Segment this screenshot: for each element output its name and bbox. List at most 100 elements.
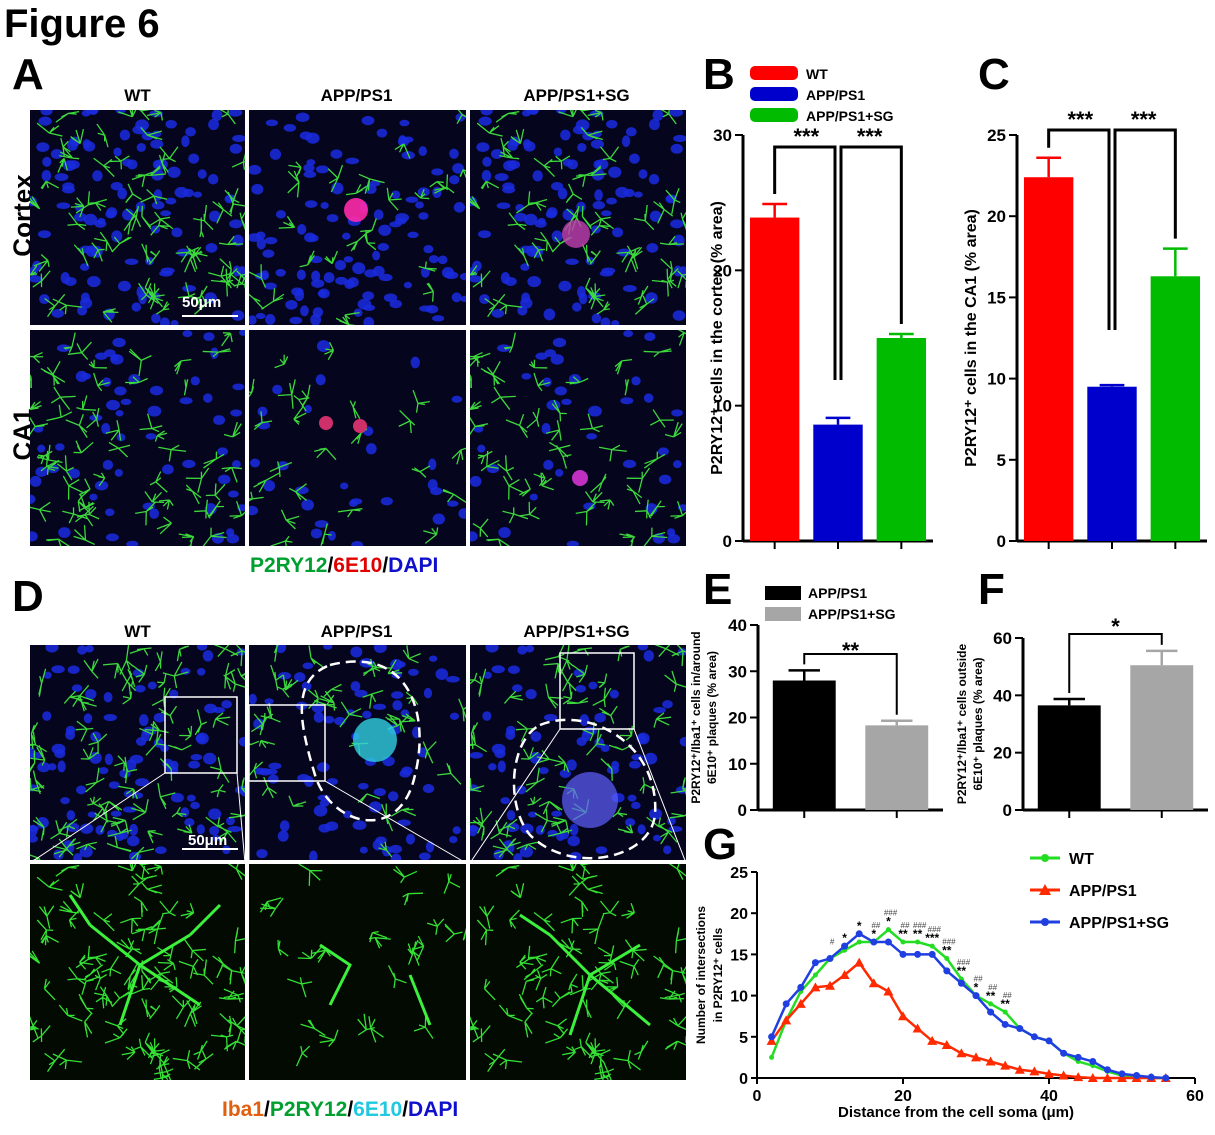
microglia-process bbox=[470, 731, 487, 753]
nucleus bbox=[535, 825, 545, 835]
nucleus bbox=[310, 313, 322, 325]
microglia-process bbox=[458, 698, 466, 722]
microglia-process bbox=[624, 939, 647, 962]
microglia-process bbox=[75, 945, 100, 969]
nucleus bbox=[279, 820, 290, 832]
microglia-process bbox=[93, 472, 106, 487]
nucleus bbox=[106, 399, 120, 411]
microglia-process bbox=[491, 386, 516, 411]
E-bar-app-ps1-sg bbox=[865, 725, 929, 810]
microglia-process bbox=[599, 900, 620, 917]
nucleus bbox=[541, 423, 551, 435]
microglia-process bbox=[141, 205, 152, 230]
nucleus bbox=[33, 425, 44, 433]
nucleus bbox=[170, 320, 179, 325]
nucleus bbox=[621, 135, 631, 148]
B-sig-label-1: *** bbox=[793, 124, 819, 149]
microglia-process bbox=[231, 152, 245, 170]
microglia-process bbox=[223, 670, 245, 692]
plaque-d-app bbox=[353, 718, 397, 762]
microglia-process bbox=[141, 243, 152, 264]
microglia-process bbox=[360, 218, 377, 234]
nucleus bbox=[50, 149, 63, 160]
microglia-process bbox=[507, 212, 527, 230]
microglia-process bbox=[575, 865, 598, 880]
microglia-process bbox=[426, 918, 445, 935]
micrograph-ca1-wt-texture bbox=[30, 330, 245, 546]
microglia-process bbox=[138, 282, 159, 304]
microglia-process bbox=[480, 180, 500, 190]
nucleus bbox=[622, 459, 637, 469]
microglia-process bbox=[84, 1012, 93, 1038]
nucleus bbox=[94, 480, 109, 491]
microglia-process bbox=[221, 964, 245, 985]
nucleus bbox=[567, 835, 581, 847]
nucleus bbox=[232, 134, 245, 143]
microglia-process bbox=[44, 293, 66, 318]
nucleus bbox=[203, 393, 213, 403]
nucleus bbox=[114, 469, 123, 477]
nucleus bbox=[479, 294, 490, 305]
nucleus bbox=[427, 479, 438, 491]
nucleus bbox=[629, 153, 640, 164]
nucleus bbox=[275, 645, 287, 654]
microglia-process bbox=[81, 976, 100, 995]
nucleus bbox=[190, 376, 200, 386]
microglia-process bbox=[470, 722, 479, 750]
microglia-process bbox=[516, 841, 538, 851]
microglia-process bbox=[144, 1032, 156, 1055]
nucleus bbox=[231, 460, 241, 469]
G-point-app bbox=[795, 998, 806, 1008]
microglia-process bbox=[626, 467, 651, 493]
nucleus bbox=[500, 797, 511, 805]
plaque-outline-sg bbox=[512, 718, 657, 860]
microglia-process bbox=[599, 146, 620, 163]
nucleus bbox=[544, 349, 557, 357]
G-point-sg bbox=[1162, 1074, 1170, 1082]
microglia-process bbox=[545, 1028, 569, 1044]
C-bar-app-ps1-sg bbox=[1150, 276, 1201, 541]
microglia-process bbox=[93, 372, 110, 392]
nucleus bbox=[228, 110, 243, 117]
nucleus bbox=[554, 386, 567, 396]
nucleus bbox=[54, 173, 69, 181]
nucleus bbox=[255, 312, 266, 320]
nucleus bbox=[357, 298, 372, 310]
nucleus bbox=[435, 668, 449, 680]
nucleus bbox=[89, 751, 102, 764]
nucleus bbox=[303, 404, 312, 414]
nucleus bbox=[249, 505, 259, 516]
microglia-process bbox=[518, 501, 540, 520]
G-ytick-label: 0 bbox=[739, 1071, 748, 1088]
microglia-process bbox=[633, 204, 655, 231]
microglia-process bbox=[55, 864, 80, 877]
G-legend-label: APP/PS1 bbox=[1069, 883, 1137, 900]
G-point-sg bbox=[972, 992, 980, 1000]
microglia-process bbox=[67, 341, 92, 360]
microglia-process bbox=[574, 1038, 594, 1059]
microglia-process bbox=[579, 110, 591, 121]
plaque-cortex-app bbox=[344, 198, 368, 222]
microglia-process bbox=[490, 820, 512, 840]
nucleus bbox=[485, 645, 499, 653]
G-hash-annotation: # bbox=[830, 938, 835, 947]
nucleus bbox=[66, 810, 76, 821]
microglia-process bbox=[498, 838, 521, 858]
nucleus bbox=[521, 372, 532, 380]
B-sig-label-2: *** bbox=[857, 124, 883, 149]
nucleus bbox=[87, 811, 97, 818]
nucleus bbox=[159, 317, 170, 325]
nucleus bbox=[352, 262, 366, 275]
microglia-process bbox=[108, 441, 131, 458]
microglia-process bbox=[588, 288, 606, 304]
nucleus bbox=[497, 760, 506, 773]
micrograph-d-wt-texture bbox=[30, 645, 245, 860]
G-point-sg bbox=[1133, 1072, 1141, 1080]
microglia-process bbox=[413, 935, 425, 961]
nucleus bbox=[669, 110, 684, 117]
G-point-wt bbox=[915, 939, 921, 945]
microglia-process bbox=[401, 713, 416, 723]
nucleus bbox=[362, 710, 372, 719]
G-point-app bbox=[1117, 1073, 1127, 1082]
nucleus bbox=[190, 801, 200, 810]
